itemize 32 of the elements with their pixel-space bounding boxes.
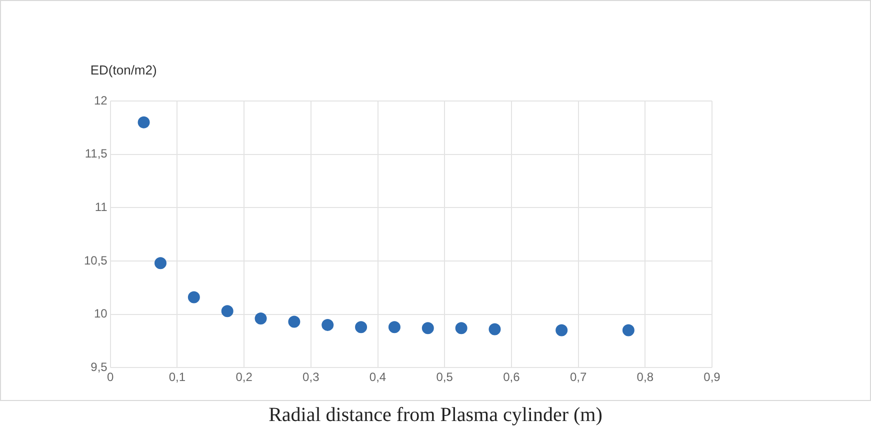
point [138, 116, 150, 128]
point [288, 316, 300, 328]
point [622, 324, 634, 336]
x-tick-label: 0,2 [236, 370, 253, 384]
point [221, 305, 234, 318]
point [188, 291, 200, 304]
y-tick-label: 12 [94, 93, 108, 108]
x-tick-label: 0,5 [436, 370, 454, 384]
point [154, 257, 166, 270]
x-tick-label: 0,4 [369, 370, 386, 384]
point [355, 321, 368, 334]
x-tick-label: 0,8 [636, 370, 654, 384]
x-tick-label: 0,1 [168, 370, 186, 384]
x-tick-label: 0,7 [570, 370, 587, 384]
y-tick-label: 10 [94, 306, 108, 321]
x-axis-title: Radial distance from Plasma cylinder (m) [268, 404, 604, 427]
point [556, 324, 568, 336]
y-tick-label: 11 [94, 200, 108, 214]
x-tick-label: 0,6 [503, 370, 520, 384]
point [254, 312, 267, 325]
x-tick-label: 0 [107, 370, 114, 384]
x-tick-label: 0,3 [302, 370, 320, 384]
x-tick-label: 0,9 [704, 370, 721, 384]
y-tick-label: 11,5 [84, 146, 108, 161]
y-tick-label: 10,5 [84, 253, 108, 268]
y-axis-title: ED(ton/m2) [90, 62, 157, 78]
point [322, 318, 334, 331]
point [422, 322, 434, 334]
point [455, 322, 468, 334]
y-tick-label: 9,5 [90, 360, 108, 374]
point [388, 321, 400, 334]
point [488, 323, 501, 336]
